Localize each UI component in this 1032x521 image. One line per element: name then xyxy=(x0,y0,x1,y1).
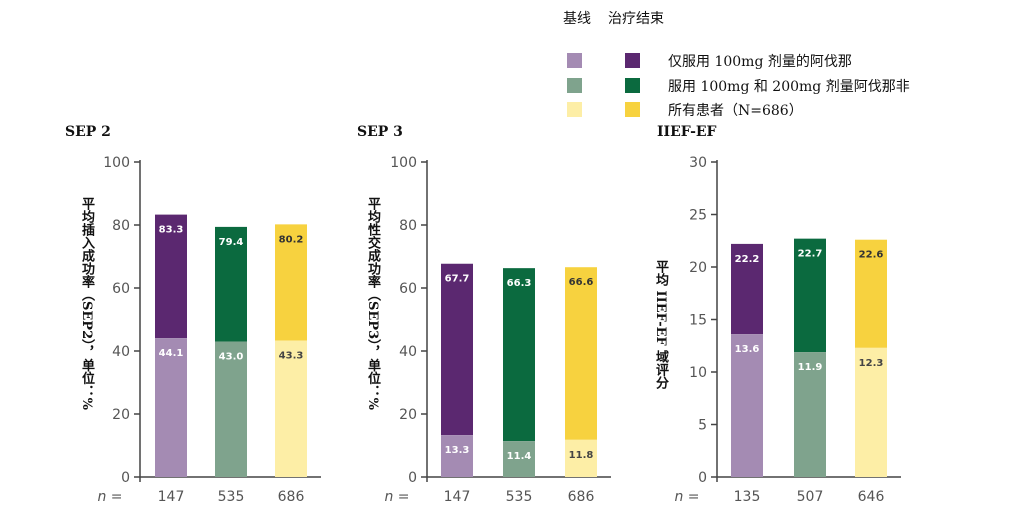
bar-end-iief-0 xyxy=(731,243,763,335)
bar-end-iief-2 xyxy=(855,239,887,348)
n-prefix-iief: n = xyxy=(674,489,699,505)
y-tick-label-sep3-1: 20 xyxy=(399,407,417,423)
y-tick-label-sep2-4: 80 xyxy=(112,218,130,234)
ylabel-sep3: 平均性交成功率（SEP3），单位：% xyxy=(365,197,380,410)
y-tick-label-iief-4: 20 xyxy=(689,260,707,276)
bar-end-label-sep2-1: 79.4 xyxy=(219,237,244,248)
bar-baseline-label-sep3-2: 11.8 xyxy=(569,450,594,461)
x-category-label-sep2-2: 686 xyxy=(278,489,305,505)
bar-baseline-label-sep2-0: 44.1 xyxy=(159,348,184,359)
x-category-label-iief-2: 646 xyxy=(858,489,885,505)
bar-baseline-sep2-2 xyxy=(275,340,307,477)
y-tick-label-sep3-0: 0 xyxy=(408,470,417,486)
bar-end-sep3-0 xyxy=(441,263,473,436)
chart-title-sep2: SEP 2 xyxy=(65,124,111,140)
y-tick-label-iief-2: 10 xyxy=(689,365,707,381)
bar-end-label-sep3-2: 66.6 xyxy=(569,277,594,288)
bar-baseline-label-iief-2: 12.3 xyxy=(859,358,884,369)
bar-baseline-label-sep3-1: 11.4 xyxy=(507,451,532,462)
bar-baseline-label-iief-0: 13.6 xyxy=(735,344,760,355)
bar-baseline-sep2-1 xyxy=(215,341,247,477)
bar-baseline-iief-0 xyxy=(731,334,763,477)
legend-swatch-baseline-100mg xyxy=(567,53,582,68)
bar-baseline-label-sep3-0: 13.3 xyxy=(445,445,470,456)
y-tick-label-sep3-2: 40 xyxy=(399,344,417,360)
legend-label-100-200mg: 服用 100mg 和 200mg 剂量阿伐那非 xyxy=(668,79,910,95)
bar-baseline-sep3-1 xyxy=(503,441,535,477)
bar-end-label-sep3-1: 66.3 xyxy=(507,278,532,289)
y-tick-label-iief-0: 0 xyxy=(698,470,707,486)
y-tick-label-iief-5: 25 xyxy=(689,208,707,224)
bar-baseline-label-sep2-1: 43.0 xyxy=(219,352,244,363)
x-category-label-iief-0: 135 xyxy=(734,489,761,505)
bar-baseline-sep3-2 xyxy=(565,439,597,477)
x-category-label-sep3-0: 147 xyxy=(444,489,471,505)
bar-end-sep2-1 xyxy=(215,226,247,342)
bar-baseline-sep2-0 xyxy=(155,338,187,477)
legend-swatch-end-100-200mg xyxy=(625,78,640,93)
y-tick-label-iief-6: 30 xyxy=(689,155,707,171)
legend-label-100mg: 仅服用 100mg 剂量的阿伐那 xyxy=(668,54,852,70)
bar-end-sep3-2 xyxy=(565,267,597,440)
bar-end-label-iief-1: 22.7 xyxy=(798,249,823,260)
x-category-label-sep2-1: 535 xyxy=(218,489,245,505)
n-prefix-sep2: n = xyxy=(97,489,122,505)
x-category-label-iief-1: 507 xyxy=(797,489,824,505)
bar-end-label-sep2-0: 83.3 xyxy=(159,225,184,236)
legend-swatch-baseline-all xyxy=(567,102,582,117)
bar-baseline-sep3-0 xyxy=(441,435,473,477)
chart-title-sep3: SEP 3 xyxy=(357,124,403,140)
ylabel-iief: 平均 IIEF-EF 域评分 xyxy=(653,260,668,390)
y-tick-label-sep2-3: 60 xyxy=(112,281,130,297)
legend-swatch-end-100mg xyxy=(625,53,640,68)
bar-end-label-sep2-2: 80.2 xyxy=(279,234,304,245)
legend-swatch-baseline-100-200mg xyxy=(567,78,582,93)
y-tick-label-sep3-5: 100 xyxy=(390,155,417,171)
ylabel-sep2: 平均插入成功率（SEP2），单位：% xyxy=(79,197,94,410)
bar-end-iief-1 xyxy=(794,238,826,353)
bar-baseline-iief-2 xyxy=(855,347,887,477)
bar-baseline-label-sep2-2: 43.3 xyxy=(279,351,304,362)
y-tick-label-sep3-3: 60 xyxy=(399,281,417,297)
y-tick-label-sep2-1: 20 xyxy=(112,407,130,423)
legend-header-end: 治疗结束 xyxy=(608,11,664,27)
legend-header-baseline: 基线 xyxy=(563,11,591,27)
x-category-label-sep3-2: 686 xyxy=(568,489,595,505)
n-prefix-sep3: n = xyxy=(384,489,409,505)
bar-end-label-iief-2: 22.6 xyxy=(859,250,884,261)
bar-end-label-iief-0: 22.2 xyxy=(735,254,760,265)
bar-end-label-sep3-0: 67.7 xyxy=(445,274,470,285)
legend-swatch-end-all xyxy=(625,102,640,117)
x-category-label-sep2-0: 147 xyxy=(158,489,185,505)
bar-baseline-iief-1 xyxy=(794,352,826,477)
bar-end-sep2-2 xyxy=(275,224,307,341)
bar-end-sep3-1 xyxy=(503,268,535,442)
y-tick-label-sep2-0: 0 xyxy=(121,470,130,486)
y-tick-label-sep2-2: 40 xyxy=(112,344,130,360)
y-tick-label-iief-1: 5 xyxy=(698,418,707,434)
y-tick-label-sep3-4: 80 xyxy=(399,218,417,234)
x-category-label-sep3-1: 535 xyxy=(506,489,533,505)
y-tick-label-sep2-5: 100 xyxy=(103,155,130,171)
y-tick-label-iief-3: 15 xyxy=(689,313,707,329)
legend-label-all: 所有患者（N=686） xyxy=(668,103,803,119)
bar-baseline-label-iief-1: 11.9 xyxy=(798,362,823,373)
bar-end-sep2-0 xyxy=(155,214,187,339)
chart-title-iief: IIEF-EF xyxy=(657,124,717,140)
